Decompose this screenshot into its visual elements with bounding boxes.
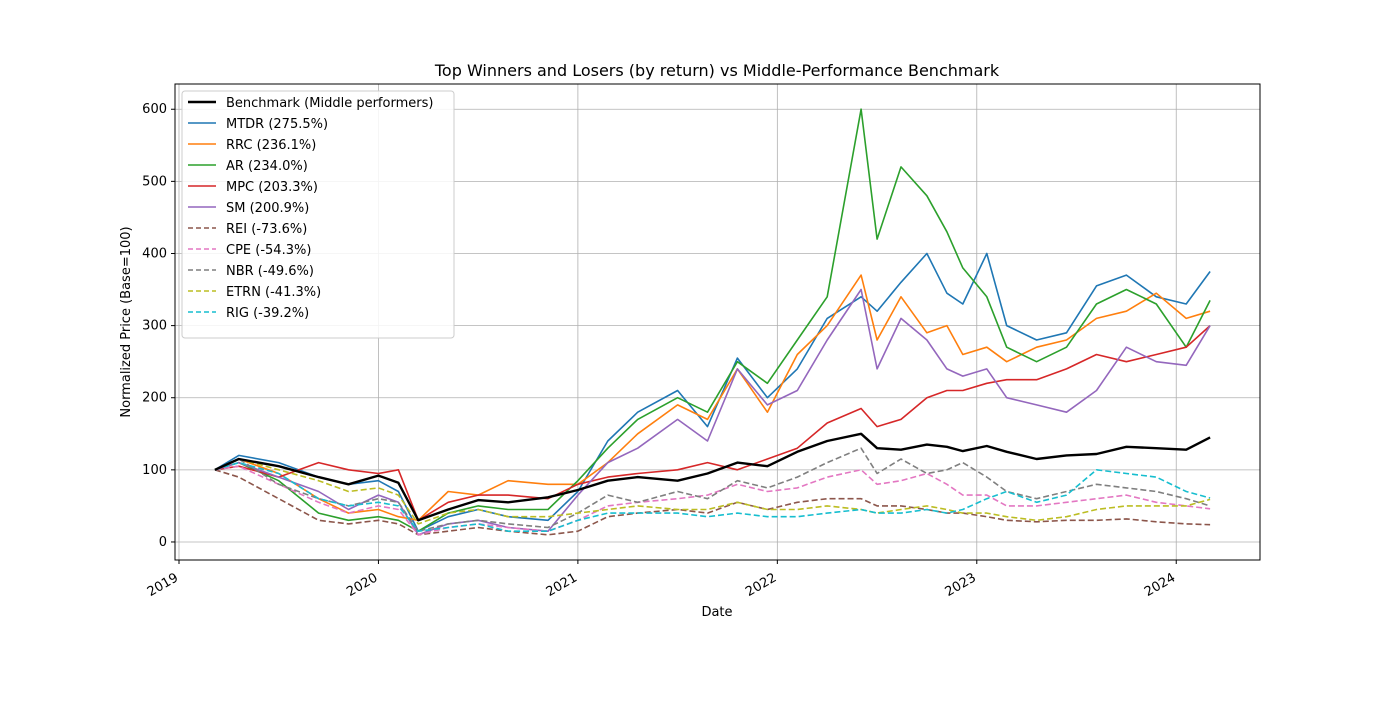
- x-tick-label: 2020: [344, 570, 380, 600]
- legend-label: Benchmark (Middle performers): [226, 96, 433, 111]
- series-line-ar: [214, 108, 1211, 533]
- y-tick-label: 0: [159, 535, 167, 550]
- legend-label: RIG (-39.2%): [226, 306, 309, 321]
- y-tick-label: 100: [142, 463, 167, 478]
- legend-label: NBR (-49.6%): [226, 264, 314, 279]
- series-line-rei: [214, 469, 1211, 536]
- legend: Benchmark (Middle performers) MTDR (275.5…: [181, 90, 455, 339]
- x-tick-label: 2019: [145, 570, 181, 600]
- y-tick-label: 400: [142, 246, 167, 261]
- x-axis: 2019 2020 2021 2022 2023 2024: [145, 560, 1178, 600]
- series-line-rig: [214, 461, 1211, 533]
- series-group: [214, 108, 1211, 536]
- series-line-mtdr: [214, 252, 1211, 533]
- series-line-cpe: [214, 465, 1211, 536]
- legend-box: [181, 90, 455, 339]
- legend-label: REI (-73.6%): [226, 222, 307, 237]
- legend-label: ETRN (-41.3%): [226, 285, 321, 300]
- x-tick-label: 2023: [943, 570, 979, 600]
- y-tick-label: 500: [142, 174, 167, 189]
- legend-label: SM (200.9%): [226, 201, 309, 216]
- y-tick-label: 200: [142, 391, 167, 406]
- series-line-rrc: [214, 274, 1211, 522]
- x-axis-label: Date: [701, 605, 732, 620]
- legend-label: MTDR (275.5%): [226, 117, 328, 132]
- chart-title: Top Winners and Losers (by return) vs Mi…: [434, 61, 1000, 80]
- legend-label: AR (234.0%): [226, 159, 308, 174]
- legend-label: MPC (203.3%): [226, 180, 318, 195]
- y-axis: 0 100 200 300 400 500 600: [142, 102, 175, 550]
- legend-label: CPE (-54.3%): [226, 243, 311, 258]
- legend-label: RRC (236.1%): [226, 138, 316, 153]
- series-line-mpc: [214, 325, 1211, 522]
- x-tick-label: 2022: [743, 570, 779, 600]
- x-tick-label: 2024: [1142, 570, 1178, 600]
- y-tick-label: 300: [142, 319, 167, 334]
- x-tick-label: 2021: [544, 570, 580, 600]
- y-axis-label: Normalized Price (Base=100): [119, 226, 134, 417]
- series-line-nbr: [214, 447, 1211, 533]
- series-line-benchmark: [214, 432, 1211, 522]
- y-tick-label: 600: [142, 102, 167, 117]
- series-line-etrn: [214, 458, 1211, 525]
- plot-area-frame: [174, 83, 1261, 561]
